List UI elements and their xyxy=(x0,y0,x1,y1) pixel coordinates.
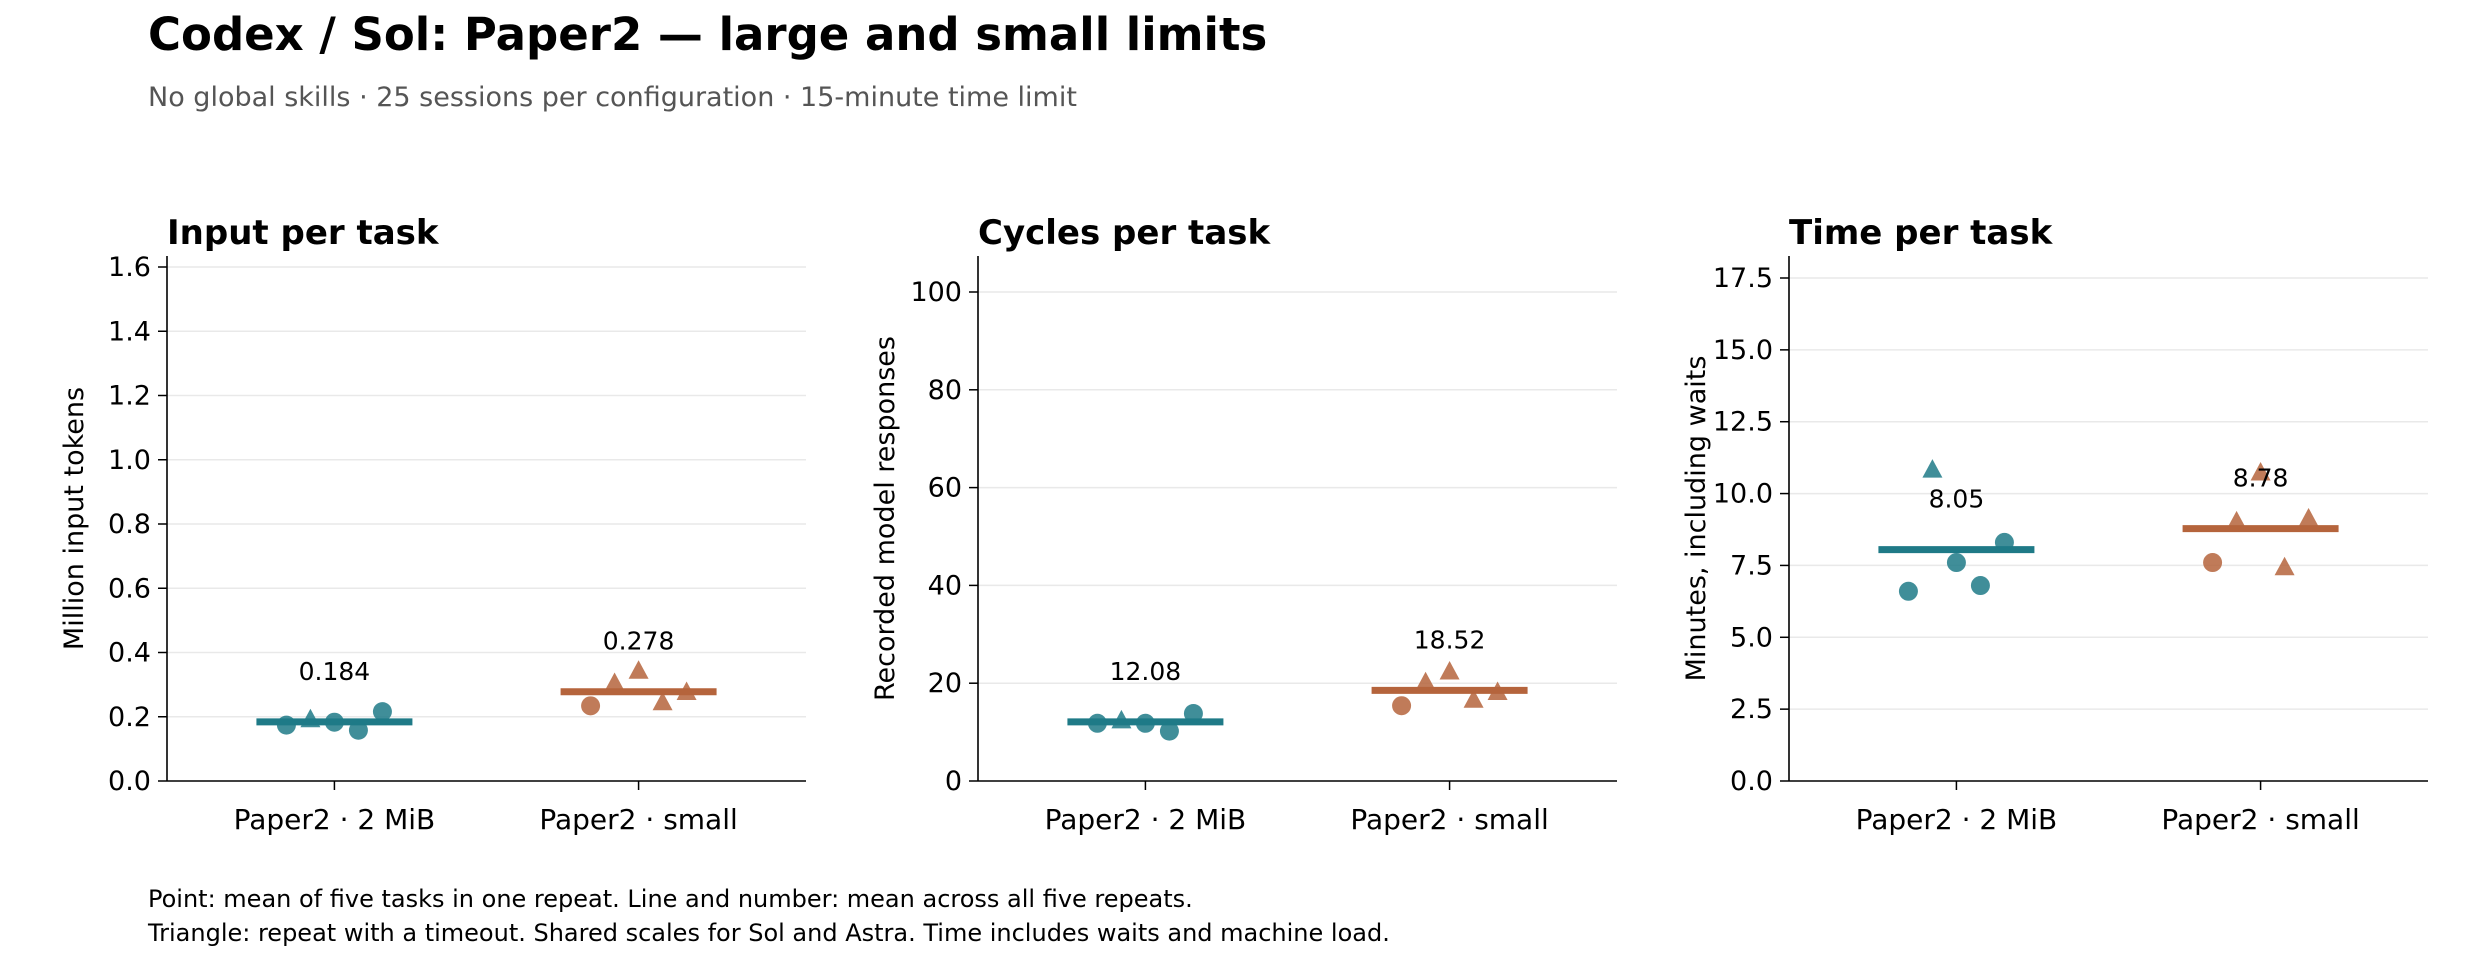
data-point-circle xyxy=(1392,696,1412,716)
figure-title: Codex / Sol: Paper2 — large and small li… xyxy=(148,8,1268,61)
y-tick-label: 15.0 xyxy=(1713,335,1773,366)
data-point-circle xyxy=(581,696,601,716)
chart-panel-3: 0.0 2.5 5.0 7.5 10.0 12.5 15.0 17.5 Paper2 · 2 M… xyxy=(1681,213,2428,836)
panel-title: Input per task xyxy=(167,213,440,253)
data-point-triangle xyxy=(1439,660,1460,680)
x-tick-label: Paper2 · 2 MiB xyxy=(234,803,436,836)
data-point-circle xyxy=(1898,581,1918,601)
mean-value-label: 18.52 xyxy=(1414,625,1486,654)
data-point-circle xyxy=(1183,704,1203,724)
data-point-triangle xyxy=(1111,709,1132,729)
y-tick-label: 60 xyxy=(928,473,962,504)
data-point-circle xyxy=(276,715,296,735)
data-point-triangle xyxy=(604,672,625,691)
data-point-triangle xyxy=(2250,461,2271,481)
y-tick-label: 100 xyxy=(910,277,962,308)
panel-title: Time per task xyxy=(1789,213,2054,253)
figure-subtitle: No global skills · 25 sessions per confi… xyxy=(148,82,1077,113)
data-point-triangle xyxy=(1463,689,1484,708)
y-tick-label: 0 xyxy=(945,766,962,797)
x-tick-label: Paper2 · small xyxy=(2161,803,2359,836)
data-point-circle xyxy=(348,720,368,740)
chart-panel-1: 0.0 0.2 0.4 0.6 0.8 1.0 1.2 1.4 1.6 Paper2 · 2 Mi… xyxy=(59,213,806,836)
data-point-circle xyxy=(1135,713,1155,733)
data-point-triangle xyxy=(628,660,649,679)
footnote-line-1: Point: mean of five tasks in one repeat.… xyxy=(148,885,1193,913)
data-point-triangle xyxy=(1415,671,1436,691)
data-point-circle xyxy=(1946,553,1966,573)
y-tick-label: 7.5 xyxy=(1730,550,1773,581)
y-tick-label: 12.5 xyxy=(1713,407,1773,438)
mean-value-label: 0.278 xyxy=(603,627,675,656)
data-point-triangle xyxy=(1487,681,1508,700)
y-tick-label: 0.0 xyxy=(1730,766,1773,797)
y-tick-label: 17.5 xyxy=(1713,263,1773,294)
data-point-circle xyxy=(1970,576,1990,596)
y-tick-label: 1.2 xyxy=(108,381,151,412)
data-point-triangle xyxy=(676,681,697,700)
x-tick-label: Paper2 · 2 MiB xyxy=(1856,803,2058,836)
y-tick-label: 20 xyxy=(928,668,962,699)
y-tick-label: 0.6 xyxy=(108,573,151,604)
mean-value-label: 12.08 xyxy=(1110,657,1182,686)
chart-panel-2: 0 20 40 60 80 100 Paper2 · 2 MiB Paper2 · small… xyxy=(870,213,1617,836)
y-tick-label: 0.0 xyxy=(108,766,151,797)
y-tick-label: 1.6 xyxy=(108,252,151,283)
y-axis-label: Million input tokens xyxy=(59,387,90,650)
data-point-circle xyxy=(372,702,392,722)
y-tick-label: 5.0 xyxy=(1730,622,1773,653)
data-point-circle xyxy=(1087,713,1107,733)
y-tick-label: 0.2 xyxy=(108,702,151,733)
footnote-line-2: Triangle: repeat with a timeout. Shared … xyxy=(148,919,1390,947)
mean-value-label: 8.05 xyxy=(1929,485,1985,514)
y-tick-label: 1.4 xyxy=(108,316,151,347)
y-tick-label: 40 xyxy=(928,570,962,601)
data-point-circle xyxy=(324,712,344,732)
y-axis-label: Minutes, including waits xyxy=(1681,356,1712,682)
mean-value-label: 0.184 xyxy=(299,657,371,686)
y-tick-label: 80 xyxy=(928,375,962,406)
mean-value-label: 8.78 xyxy=(2233,464,2289,493)
panel-title: Cycles per task xyxy=(978,213,1271,253)
data-point-circle xyxy=(1159,721,1179,741)
y-tick-label: 2.5 xyxy=(1730,694,1773,725)
y-tick-label: 10.0 xyxy=(1713,479,1773,510)
y-tick-label: 0.4 xyxy=(108,638,151,669)
data-point-triangle xyxy=(2274,556,2295,576)
data-point-triangle xyxy=(300,708,321,728)
data-point-triangle xyxy=(652,691,673,711)
x-tick-label: Paper2 · small xyxy=(1350,803,1548,836)
data-point-circle xyxy=(1994,532,2014,552)
y-tick-label: 0.8 xyxy=(108,509,151,540)
x-tick-label: Paper2 · small xyxy=(539,803,737,836)
data-point-triangle xyxy=(2298,507,2319,527)
y-axis-label: Recorded model responses xyxy=(870,336,901,701)
data-point-triangle xyxy=(1922,459,1943,478)
x-tick-label: Paper2 · 2 MiB xyxy=(1045,803,1247,836)
data-point-circle xyxy=(2203,553,2223,573)
data-point-triangle xyxy=(2226,510,2247,530)
y-tick-label: 1.0 xyxy=(108,445,151,476)
